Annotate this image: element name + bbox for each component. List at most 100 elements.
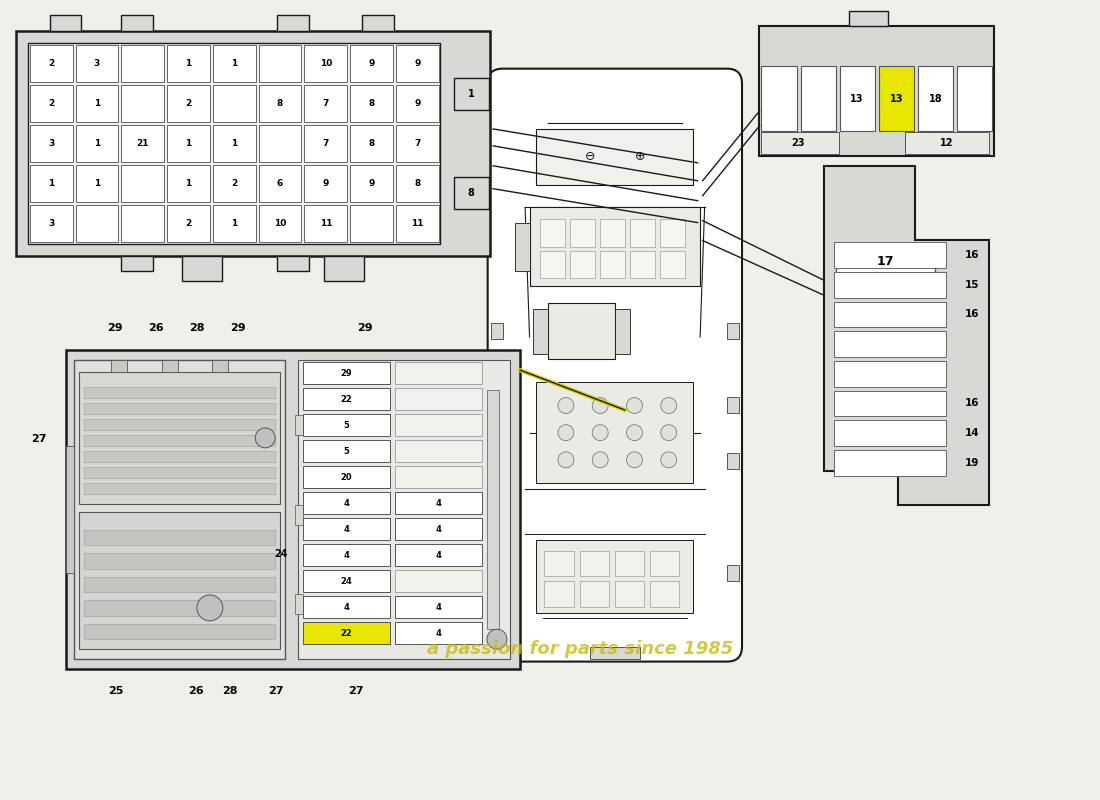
Circle shape bbox=[592, 452, 608, 468]
Text: 4: 4 bbox=[436, 602, 441, 612]
Bar bbox=[727, 397, 739, 413]
Text: 2: 2 bbox=[231, 179, 238, 188]
Bar bbox=[660, 219, 685, 247]
Text: 28: 28 bbox=[222, 686, 238, 696]
Bar bbox=[74, 360, 285, 659]
Bar bbox=[85, 600, 275, 616]
Bar bbox=[305, 125, 348, 162]
Bar bbox=[304, 570, 390, 592]
Bar bbox=[121, 125, 164, 162]
Bar bbox=[727, 323, 739, 339]
Bar bbox=[491, 323, 503, 339]
Bar bbox=[295, 415, 304, 435]
Bar bbox=[121, 45, 164, 82]
Text: 9: 9 bbox=[368, 179, 375, 188]
Bar bbox=[277, 15, 309, 31]
Bar bbox=[590, 646, 640, 658]
Bar bbox=[957, 66, 992, 131]
Text: 1: 1 bbox=[94, 139, 100, 148]
Bar bbox=[30, 85, 73, 122]
Bar bbox=[305, 45, 348, 82]
Text: 8: 8 bbox=[415, 179, 420, 188]
Bar bbox=[491, 397, 503, 413]
Text: 4: 4 bbox=[436, 550, 441, 560]
Text: ⊖: ⊖ bbox=[584, 150, 595, 163]
Bar bbox=[305, 165, 348, 202]
Bar bbox=[324, 255, 364, 282]
Text: 2: 2 bbox=[48, 58, 54, 68]
Bar bbox=[121, 165, 164, 202]
Bar bbox=[537, 382, 693, 483]
Bar bbox=[834, 302, 946, 327]
Text: 12: 12 bbox=[940, 138, 954, 148]
Bar bbox=[395, 414, 482, 436]
Text: 15: 15 bbox=[965, 280, 980, 290]
Bar bbox=[350, 125, 393, 162]
Text: 1985: 1985 bbox=[470, 346, 671, 414]
Bar bbox=[539, 219, 564, 247]
Bar bbox=[834, 361, 946, 386]
Text: 25: 25 bbox=[109, 686, 124, 696]
Bar bbox=[905, 132, 989, 154]
Bar bbox=[839, 66, 875, 131]
Bar bbox=[258, 45, 301, 82]
Circle shape bbox=[255, 428, 275, 448]
Text: 27: 27 bbox=[31, 434, 46, 445]
Bar bbox=[305, 85, 348, 122]
Bar bbox=[836, 247, 935, 276]
Bar bbox=[76, 45, 119, 82]
Bar bbox=[304, 492, 390, 514]
Text: 9: 9 bbox=[415, 58, 420, 68]
Bar bbox=[834, 272, 946, 298]
Bar bbox=[532, 309, 548, 354]
Bar bbox=[258, 165, 301, 202]
Text: 9: 9 bbox=[368, 58, 375, 68]
Bar bbox=[16, 31, 491, 255]
Text: 9: 9 bbox=[415, 99, 420, 108]
Circle shape bbox=[558, 398, 574, 414]
Bar bbox=[305, 205, 348, 242]
Bar bbox=[213, 165, 255, 202]
Bar bbox=[834, 331, 946, 357]
Circle shape bbox=[661, 425, 676, 441]
Circle shape bbox=[592, 398, 608, 414]
Bar bbox=[515, 223, 529, 270]
Text: 4: 4 bbox=[343, 525, 350, 534]
Text: 17: 17 bbox=[877, 255, 894, 268]
Bar bbox=[167, 125, 210, 162]
Bar bbox=[29, 43, 440, 243]
Bar bbox=[258, 85, 301, 122]
Bar bbox=[600, 251, 625, 278]
Bar bbox=[298, 360, 510, 659]
Bar bbox=[85, 434, 275, 446]
Bar bbox=[85, 554, 275, 569]
Text: 1: 1 bbox=[186, 179, 191, 188]
Bar bbox=[487, 390, 499, 630]
Bar bbox=[396, 45, 439, 82]
Bar bbox=[396, 165, 439, 202]
Bar bbox=[213, 45, 255, 82]
Bar bbox=[761, 132, 839, 154]
Circle shape bbox=[627, 425, 642, 441]
Text: 1: 1 bbox=[94, 99, 100, 108]
Text: 23: 23 bbox=[791, 138, 805, 148]
Text: 24: 24 bbox=[341, 577, 352, 586]
Bar bbox=[66, 446, 74, 574]
Text: 26: 26 bbox=[148, 323, 164, 334]
Bar bbox=[454, 177, 490, 209]
Text: 2: 2 bbox=[186, 219, 191, 228]
Bar bbox=[85, 482, 275, 494]
Text: 24: 24 bbox=[275, 550, 288, 559]
Bar bbox=[304, 466, 390, 488]
Text: 7: 7 bbox=[415, 139, 420, 148]
Bar bbox=[395, 622, 482, 644]
Bar bbox=[580, 582, 609, 607]
Bar bbox=[66, 350, 520, 669]
Bar bbox=[879, 66, 914, 131]
Bar bbox=[79, 512, 280, 649]
Text: 4: 4 bbox=[343, 498, 350, 508]
Bar bbox=[30, 165, 73, 202]
Bar bbox=[258, 205, 301, 242]
Text: 29: 29 bbox=[341, 369, 352, 378]
Bar bbox=[304, 388, 390, 410]
